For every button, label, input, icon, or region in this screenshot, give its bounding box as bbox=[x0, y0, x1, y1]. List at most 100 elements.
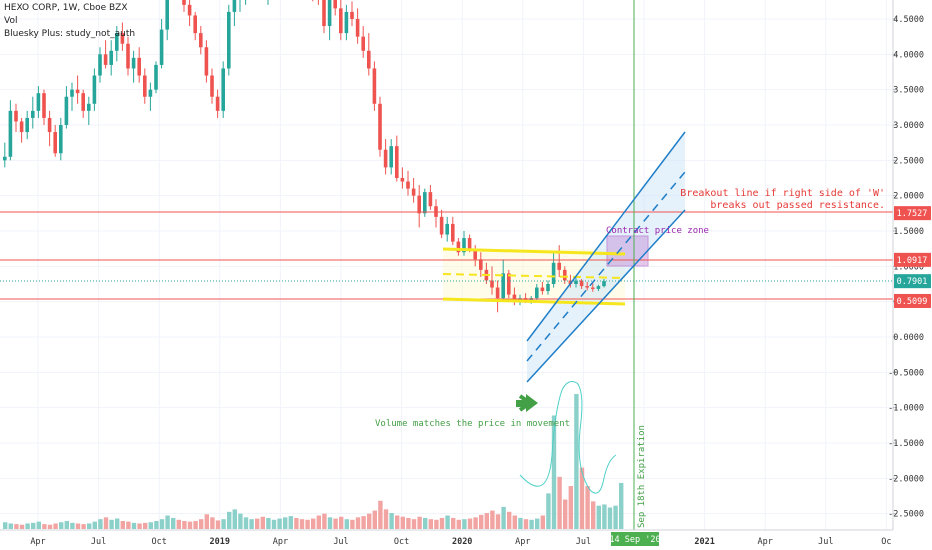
candle-body bbox=[473, 248, 477, 260]
volume-bar bbox=[434, 519, 439, 529]
x-tick-label: Oct bbox=[394, 537, 409, 547]
candle-body bbox=[143, 75, 147, 97]
volume-bar bbox=[171, 517, 176, 529]
x-tick-label: 2021 bbox=[694, 537, 714, 547]
volume-bar bbox=[103, 517, 109, 529]
volume-bar bbox=[619, 482, 624, 529]
candle-body bbox=[501, 273, 505, 299]
price-tag-support bbox=[894, 293, 931, 308]
volume-bar bbox=[417, 516, 422, 529]
candle-body bbox=[131, 57, 136, 69]
price-tag-label: 0.5099 bbox=[897, 297, 928, 307]
candle-body bbox=[59, 124, 63, 154]
volume-bar bbox=[579, 467, 585, 529]
price-tag-resistance bbox=[894, 252, 931, 267]
volume-bar bbox=[210, 517, 215, 529]
volume-bar bbox=[53, 523, 58, 529]
candle-body bbox=[115, 33, 119, 51]
volume-bar bbox=[473, 517, 478, 529]
price-tag-label: 1.7527 bbox=[897, 209, 928, 219]
volume-bar bbox=[120, 521, 125, 529]
candle-body bbox=[210, 75, 214, 97]
candle-body bbox=[215, 96, 220, 111]
volume-bar bbox=[294, 517, 299, 529]
candle-body bbox=[182, 0, 186, 5]
legend-vol: Vol bbox=[4, 16, 18, 26]
x-tick-label: Oc bbox=[881, 537, 891, 547]
volume-bar bbox=[14, 524, 19, 529]
candle-body bbox=[395, 146, 399, 178]
legend-symbol: HEXO CORP, 1W, Cboe BZX bbox=[4, 3, 128, 13]
candle-body bbox=[42, 93, 46, 118]
volume-bar bbox=[25, 523, 30, 529]
candle-body bbox=[423, 192, 427, 214]
volume-bar bbox=[19, 524, 25, 529]
volume-bar bbox=[613, 505, 618, 529]
volume-bar bbox=[109, 519, 114, 529]
x-tick-label: Jul bbox=[818, 537, 833, 547]
candle-body bbox=[339, 8, 343, 34]
volume-bar bbox=[75, 523, 81, 529]
volume-bar bbox=[8, 523, 13, 529]
volume-bar bbox=[367, 513, 372, 529]
candle-body bbox=[406, 181, 410, 189]
y-tick-label: 3.0000 bbox=[893, 121, 924, 131]
volume-bar bbox=[574, 394, 579, 529]
volume-bar bbox=[501, 506, 506, 529]
candle-body bbox=[14, 110, 18, 122]
y-tick-label: 2.5000 bbox=[893, 156, 924, 166]
grid bbox=[0, 0, 893, 530]
candle-body bbox=[159, 29, 164, 65]
volume-bar bbox=[154, 521, 159, 529]
candle-body bbox=[221, 68, 225, 111]
y-tick-label: -1.5000 bbox=[888, 439, 924, 449]
y-tick-label: 1.5000 bbox=[893, 227, 924, 237]
volume-bar bbox=[227, 511, 232, 529]
volume-bar bbox=[563, 499, 568, 529]
candle-body bbox=[389, 146, 393, 168]
candle-body bbox=[53, 132, 57, 154]
y-tick-label: 4.5000 bbox=[893, 15, 924, 25]
candle-body bbox=[490, 280, 494, 288]
candle-body bbox=[204, 47, 209, 76]
candle-body bbox=[344, 11, 349, 34]
candle-body bbox=[187, 4, 192, 16]
volume-bar bbox=[490, 510, 495, 529]
candle-body bbox=[367, 50, 371, 69]
candle-body bbox=[417, 195, 421, 214]
candle-body bbox=[479, 259, 483, 270]
candle-body bbox=[8, 110, 13, 157]
volume-bar bbox=[322, 513, 327, 529]
volume-bar bbox=[372, 510, 377, 529]
candle-body bbox=[579, 280, 584, 287]
volume-bar bbox=[540, 515, 545, 529]
annotation-volume: Volume matches the price in movement bbox=[375, 419, 570, 429]
candle-body bbox=[350, 11, 354, 19]
volume-bar bbox=[467, 518, 473, 529]
candle-body bbox=[355, 18, 360, 37]
x-tick-label: Oct bbox=[152, 537, 167, 547]
price-tag-label: 0.7901 bbox=[897, 277, 928, 287]
volume-bar bbox=[361, 516, 366, 529]
volume-bar bbox=[221, 519, 226, 529]
volume-bar bbox=[311, 518, 316, 529]
candle-body bbox=[467, 238, 472, 249]
volume-bar bbox=[439, 517, 445, 529]
volume-bar bbox=[512, 515, 517, 529]
candle-body bbox=[327, 0, 332, 27]
candle-body bbox=[400, 177, 405, 182]
candle-body bbox=[126, 43, 130, 69]
candle-body bbox=[148, 89, 153, 97]
volume-bar bbox=[215, 520, 221, 529]
x-tick-label: Apr bbox=[758, 537, 773, 547]
volume-bar bbox=[607, 507, 613, 529]
candle-body bbox=[81, 93, 85, 111]
candle-body bbox=[372, 68, 377, 104]
y-tick-label: -2.0000 bbox=[888, 474, 924, 484]
volume-bar bbox=[596, 505, 601, 529]
volume-bar bbox=[3, 522, 8, 529]
candle-body bbox=[75, 89, 80, 94]
contract-price-zone bbox=[606, 235, 649, 267]
candle-body bbox=[19, 121, 24, 133]
